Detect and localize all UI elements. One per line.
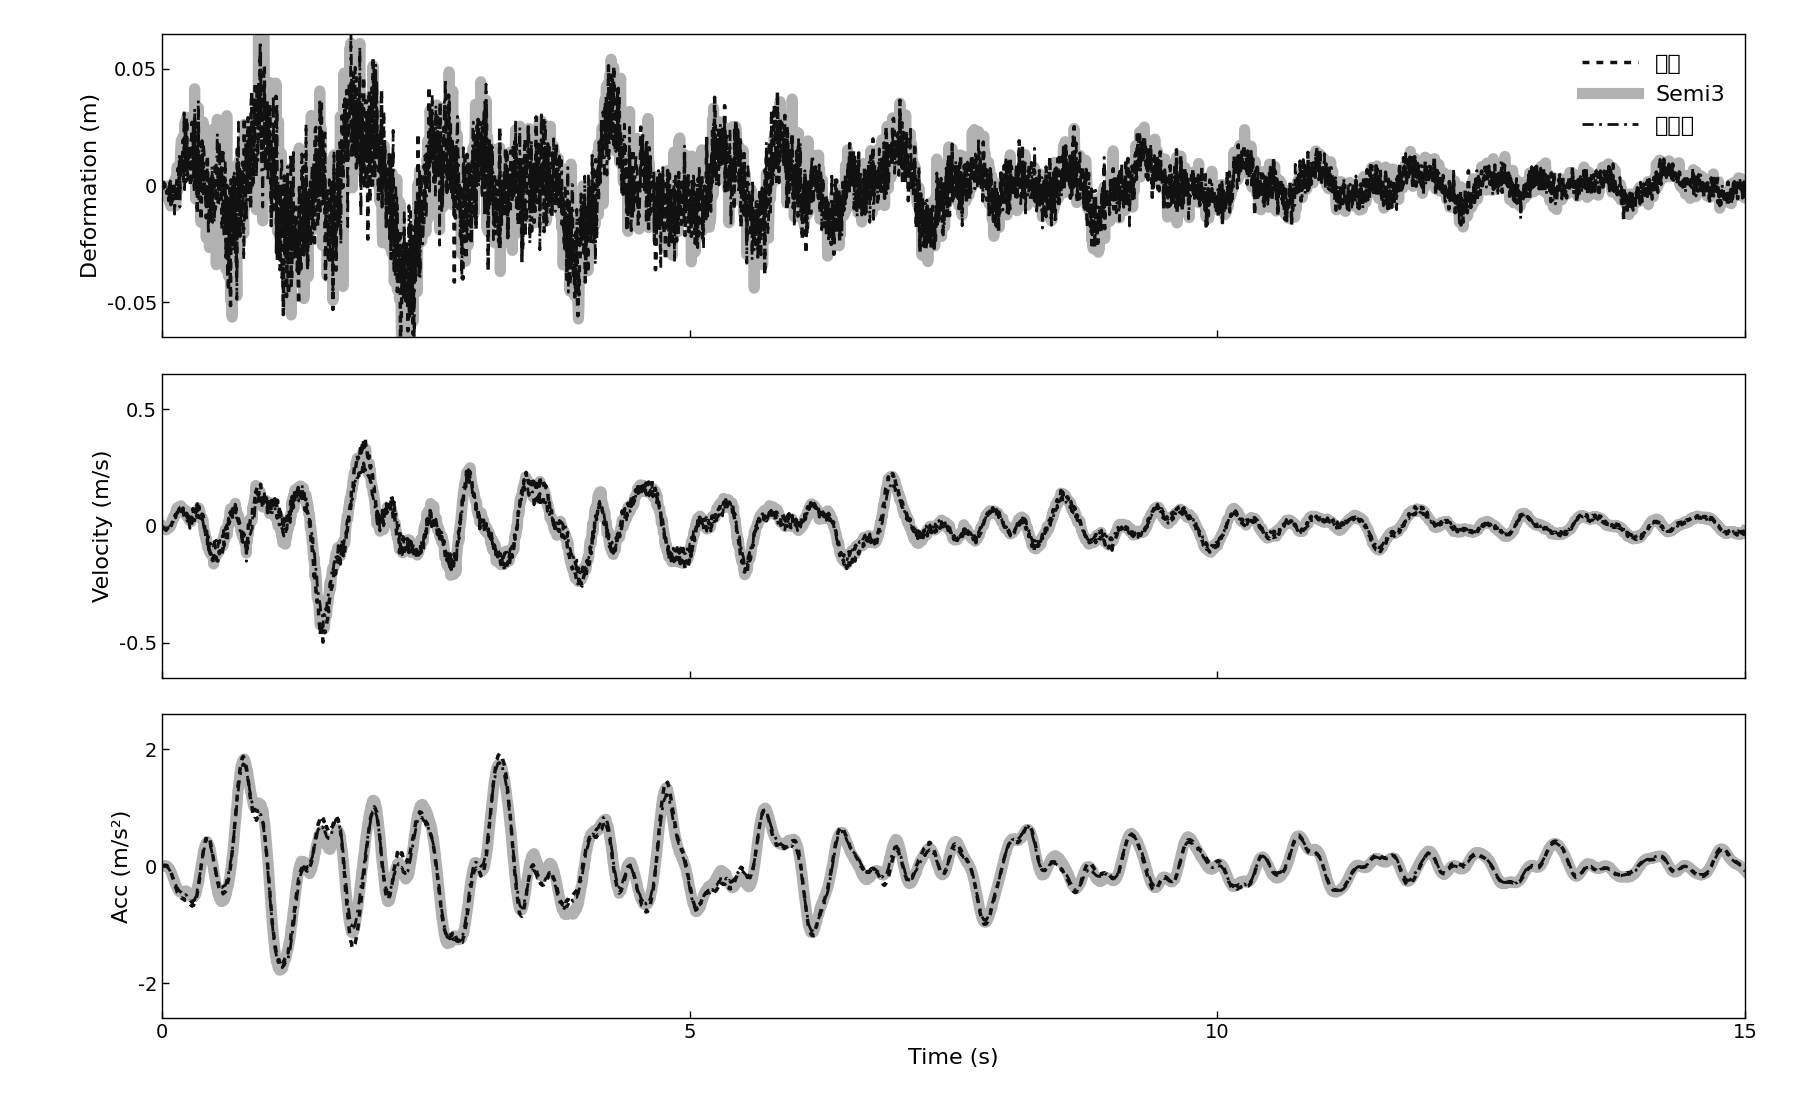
Y-axis label: Velocity (m/s): Velocity (m/s) (93, 450, 113, 602)
Y-axis label: Deformation (m): Deformation (m) (81, 93, 101, 279)
X-axis label: Time (s): Time (s) (908, 1047, 998, 1068)
Legend: 无控, Semi3, 本发明: 无控, Semi3, 本发明 (1571, 45, 1733, 144)
Y-axis label: Acc (m/s²): Acc (m/s²) (111, 810, 131, 923)
